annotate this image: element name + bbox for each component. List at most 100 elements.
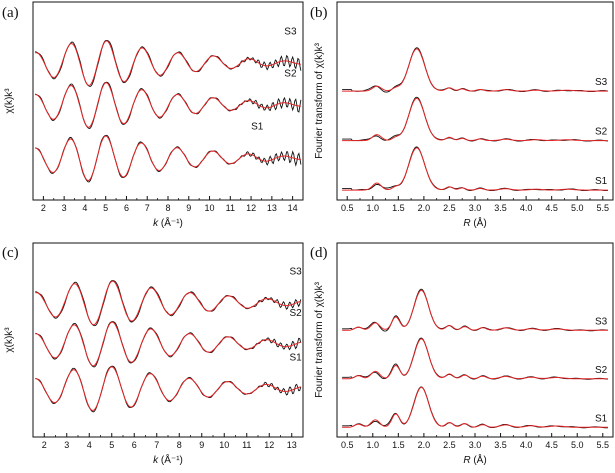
x-tick-label: 5.0 (571, 440, 584, 450)
series-label-s3: S3 (595, 316, 608, 327)
x-tick-label: 3.0 (469, 203, 482, 213)
x-tick-label: 2.5 (443, 440, 456, 450)
series-s3-experiment-line (342, 47, 608, 93)
series-s1-experiment-line (342, 386, 608, 429)
series-s3-fit-line (342, 48, 608, 92)
x-tick-label: 3 (62, 203, 67, 213)
x-tick-label: 10 (219, 440, 229, 450)
x-tick-label: 5.0 (571, 203, 584, 213)
series-label-s3: S3 (290, 267, 303, 278)
y-axis-label: Fourier transform of χ(k)k³ (314, 42, 325, 158)
x-tick-label: 5.5 (597, 440, 610, 450)
x-tick-label: 14 (288, 203, 298, 213)
x-tick-label: 12 (264, 440, 274, 450)
x-tick-label: 13 (267, 203, 277, 213)
series-label-s2: S2 (595, 127, 608, 138)
series-s2-experiment-line (35, 321, 302, 368)
x-axis-unit: (Å⁻¹) (158, 216, 183, 229)
series-s3-experiment-line (35, 280, 302, 327)
series-s3-fit-line (342, 289, 608, 331)
x-tick-label: 5.5 (597, 203, 610, 213)
panel-4: (d) 0.5 1.0 1.5 2.0 2.5 3.0 3.5 4.0 4.5 5.0 5.5 R (Å… (310, 242, 614, 466)
x-axis-label: R (Å) (463, 216, 486, 229)
series-s1-fit-line (342, 386, 608, 428)
x-axis-unit: (Å) (471, 216, 487, 229)
x-tick-label: 10 (205, 203, 215, 213)
curves (35, 280, 302, 413)
y-axis-label: χ(k)k³ (4, 88, 15, 114)
x-axis-symbol: R (463, 455, 470, 466)
x-tick-label: 1.5 (392, 203, 405, 213)
series-s2-fit-line (35, 82, 301, 128)
series-label-s3: S3 (595, 77, 608, 88)
x-tick-label: 5 (103, 203, 108, 213)
x-axis-symbol: k (153, 218, 159, 229)
x-tick-label: 3.5 (494, 203, 507, 213)
x-axis-symbol: k (153, 455, 159, 466)
series-label-s1: S1 (290, 353, 303, 364)
x-axis-unit: (Å⁻¹) (158, 453, 183, 466)
x-tick-label: 12 (246, 203, 256, 213)
series-s1-fit-line (35, 135, 301, 182)
x-tick-label: 3 (64, 440, 69, 450)
x-axis-label: k (Å⁻¹) (153, 216, 183, 229)
x-tick-label: 3.0 (469, 440, 482, 450)
series-s1-fit-line (35, 366, 301, 412)
series-s2-fit-line (342, 338, 608, 380)
x-tick-label: 1.0 (367, 440, 380, 450)
x-tick-label: 2 (41, 203, 46, 213)
panel-label: (d) (310, 245, 328, 261)
x-tick-label: 11 (226, 203, 235, 213)
panel-label: (c) (2, 245, 19, 261)
series-s2-experiment-line (342, 337, 608, 380)
panel-1: (a) 2 3 4 5 6 7 8 9 10 11 12 13 14 k (Å⁻¹) χ(k)k³ S3 S2 S1 (2, 1, 304, 229)
x-tick-label: 0.5 (341, 203, 354, 213)
x-tick-label: 2.0 (418, 203, 431, 213)
series-s3-fit-line (35, 40, 301, 86)
series-s2-experiment-line (342, 96, 608, 142)
x-axis-unit: (Å) (471, 453, 487, 466)
x-tick-label: 7 (154, 440, 159, 450)
x-tick-label: 2.5 (443, 203, 456, 213)
x-axis-symbol: R (463, 218, 470, 229)
series-s1-fit-line (342, 147, 608, 191)
x-tick-label: 8 (165, 203, 170, 213)
x-tick-label: 7 (145, 203, 150, 213)
series-s2-fit-line (35, 321, 301, 367)
x-tick-label: 1.0 (367, 203, 380, 213)
x-tick-label: 3.5 (494, 440, 507, 450)
curves (342, 47, 608, 192)
series-label-s1: S1 (595, 176, 608, 187)
x-tick-label: 9 (199, 440, 204, 450)
x-tick-label: 6 (124, 203, 129, 213)
x-tick-label: 4 (82, 203, 87, 213)
series-s1-experiment-line (35, 365, 302, 413)
x-tick-label: 4.0 (520, 440, 533, 450)
series-label-s1: S1 (595, 413, 608, 424)
x-tick-label: 11 (242, 440, 251, 450)
curves (34, 39, 302, 183)
series-s2-fit-line (342, 97, 608, 142)
x-tick-label: 4.5 (545, 440, 558, 450)
series-label-s2: S2 (290, 308, 303, 319)
curves (342, 288, 608, 429)
series-label-s1: S1 (251, 122, 264, 133)
x-tick-label: 6 (132, 440, 137, 450)
x-tick-label: 8 (177, 440, 182, 450)
x-tick-label: 4 (87, 440, 92, 450)
plot-frame (336, 242, 614, 438)
x-tick-label: 1.5 (392, 440, 405, 450)
panel-label: (b) (310, 5, 328, 21)
x-axis-label: k (Å⁻¹) (153, 453, 183, 466)
panel-2: (b) 0.5 1.0 1.5 2.0 2.5 3.0 3.5 4.0 4.5 5.0 5.5 R (Å… (310, 1, 614, 229)
series-s3-fit-line (35, 280, 301, 326)
series-label-s2: S2 (595, 365, 608, 376)
series-s3-experiment-line (342, 288, 608, 332)
x-tick-label: 13 (287, 440, 297, 450)
plot-frame (336, 1, 614, 201)
series-label-s3: S3 (284, 26, 297, 37)
x-tick-label: 5 (109, 440, 114, 450)
panel-3: (c) 2 3 4 5 6 7 8 9 10 11 12 13 k (Å⁻¹) χ(k)k³ S3 S2 S1 (2, 242, 304, 466)
y-axis-label: χ(k)k³ (4, 327, 15, 353)
